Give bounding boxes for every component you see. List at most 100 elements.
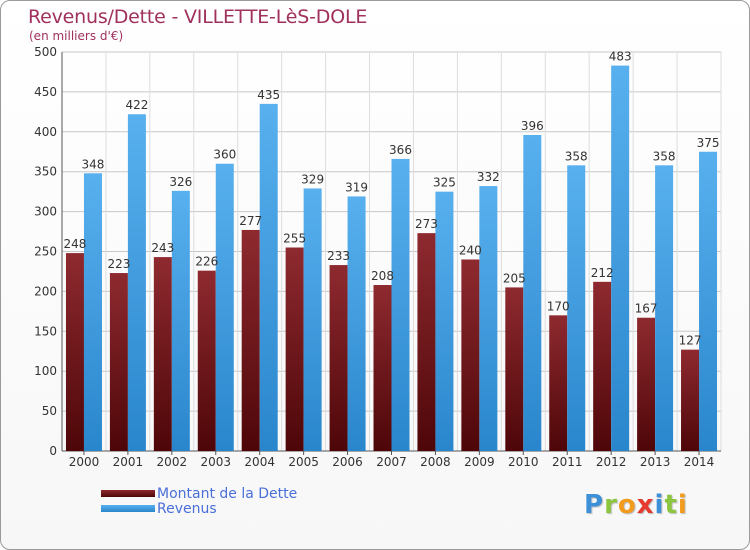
data-label-revenus: 358 (565, 149, 588, 163)
x-tick-label: 2006 (332, 455, 363, 469)
bar-dette (329, 265, 348, 451)
logo-letter: P (584, 490, 605, 520)
bar-revenus (655, 165, 674, 452)
data-label-revenus: 332 (477, 170, 500, 184)
data-label-revenus: 435 (257, 88, 280, 102)
x-tick-label: 2001 (113, 455, 144, 469)
data-labels: 248 348 223 422 243 326 226 360 277 435 255 329 233 3… (64, 50, 720, 348)
bar-dette (461, 259, 480, 451)
x-tick-label: 2013 (640, 455, 671, 469)
data-label-dette: 248 (64, 237, 87, 251)
data-label-revenus: 348 (82, 157, 105, 171)
bar-revenus (215, 163, 234, 451)
bar-dette (549, 315, 568, 451)
bar-revenus (259, 103, 278, 452)
data-label-revenus: 422 (125, 98, 148, 112)
x-tick-label: 2014 (684, 455, 715, 469)
x-tick-label: 2011 (552, 455, 583, 469)
y-tick-label: 500 (34, 45, 57, 59)
bar-revenus (567, 165, 586, 452)
bar-revenus (171, 190, 190, 452)
y-tick-label: 100 (34, 364, 57, 378)
data-label-dette: 243 (151, 241, 174, 255)
bar-revenus (611, 65, 630, 451)
data-label-revenus: 325 (433, 176, 456, 190)
y-tick-label: 200 (34, 284, 57, 298)
x-tick-label: 2012 (596, 455, 627, 469)
bars (65, 65, 718, 452)
plot-area: 0 50 100 150 200 250 300 350 400 450 500 2000 2001 20… (34, 45, 722, 469)
data-label-revenus: 358 (653, 149, 676, 163)
y-tick-label: 50 (42, 404, 57, 418)
data-label-dette: 208 (371, 269, 394, 283)
bar-dette (153, 257, 172, 451)
x-tick-label: 2004 (244, 455, 275, 469)
bar-revenus (83, 173, 102, 451)
data-label-revenus: 360 (213, 148, 236, 162)
bar-dette (637, 317, 656, 451)
bar-revenus (523, 134, 542, 451)
legend-swatch-dette (101, 490, 155, 497)
y-tick-label: 150 (34, 324, 57, 338)
legend-label-dette: Montant de la Dette (157, 486, 298, 502)
x-tick-label: 2008 (420, 455, 451, 469)
bar-revenus (303, 188, 322, 451)
bar-revenus (127, 114, 146, 451)
y-tick-label: 450 (34, 85, 57, 99)
data-label-dette: 223 (107, 257, 130, 271)
bar-dette (417, 233, 436, 451)
bar-dette (373, 285, 392, 451)
x-tick-label: 2009 (464, 455, 495, 469)
x-tick-label: 2007 (376, 455, 407, 469)
data-label-revenus: 329 (301, 172, 324, 186)
logo-letter: i (677, 490, 688, 520)
bar-dette (241, 229, 260, 451)
y-tick-label: 0 (49, 444, 57, 458)
data-label-dette: 255 (283, 232, 306, 246)
bar-revenus (479, 186, 498, 451)
y-tick-label: 250 (34, 245, 57, 259)
bar-revenus (699, 151, 718, 451)
data-label-dette: 226 (195, 255, 218, 269)
data-label-dette: 170 (547, 299, 570, 313)
logo-letter: i (654, 490, 665, 520)
chart-title: Revenus/Dette - VILLETTE-LèS-DOLE (28, 6, 368, 28)
bar-dette (197, 270, 216, 451)
data-label-revenus: 483 (609, 50, 632, 64)
data-label-dette: 212 (591, 266, 614, 280)
legend-label-revenus: Revenus (157, 501, 217, 517)
data-label-dette: 240 (459, 243, 482, 257)
logo-letter: x (636, 490, 655, 520)
x-tick-label: 2003 (200, 455, 231, 469)
bar-dette (285, 247, 304, 451)
y-tick-label: 350 (34, 165, 57, 179)
y-tick-label: 300 (34, 205, 57, 219)
bar-dette (109, 273, 128, 451)
bar-dette (505, 287, 524, 451)
data-label-revenus: 375 (697, 136, 720, 150)
data-label-dette: 277 (239, 214, 262, 228)
logo-letter: t (664, 490, 678, 520)
legend-swatch-revenus (101, 505, 155, 512)
data-label-dette: 273 (415, 217, 438, 231)
data-label-dette: 167 (635, 302, 658, 316)
data-label-dette: 205 (503, 271, 526, 285)
y-tick-label: 400 (34, 125, 57, 139)
logo-letter: o (617, 490, 637, 520)
axes: 0 50 100 150 200 250 300 350 400 450 500 2000 2001 20… (34, 45, 721, 469)
x-tick-label: 2005 (288, 455, 319, 469)
data-label-dette: 233 (327, 249, 350, 263)
proxiti-logo: Proxiti (584, 490, 688, 520)
data-label-revenus: 366 (389, 143, 412, 157)
chart-subtitle: (en milliers d'€) (29, 29, 124, 43)
bar-dette (65, 253, 84, 451)
x-tick-label: 2002 (157, 455, 188, 469)
data-label-dette: 127 (679, 334, 702, 348)
x-tick-label: 2000 (69, 455, 100, 469)
bar-dette (681, 349, 700, 451)
data-label-revenus: 326 (169, 175, 192, 189)
bar-revenus (435, 191, 454, 451)
bar-revenus (391, 158, 410, 451)
x-tick-label: 2010 (508, 455, 539, 469)
